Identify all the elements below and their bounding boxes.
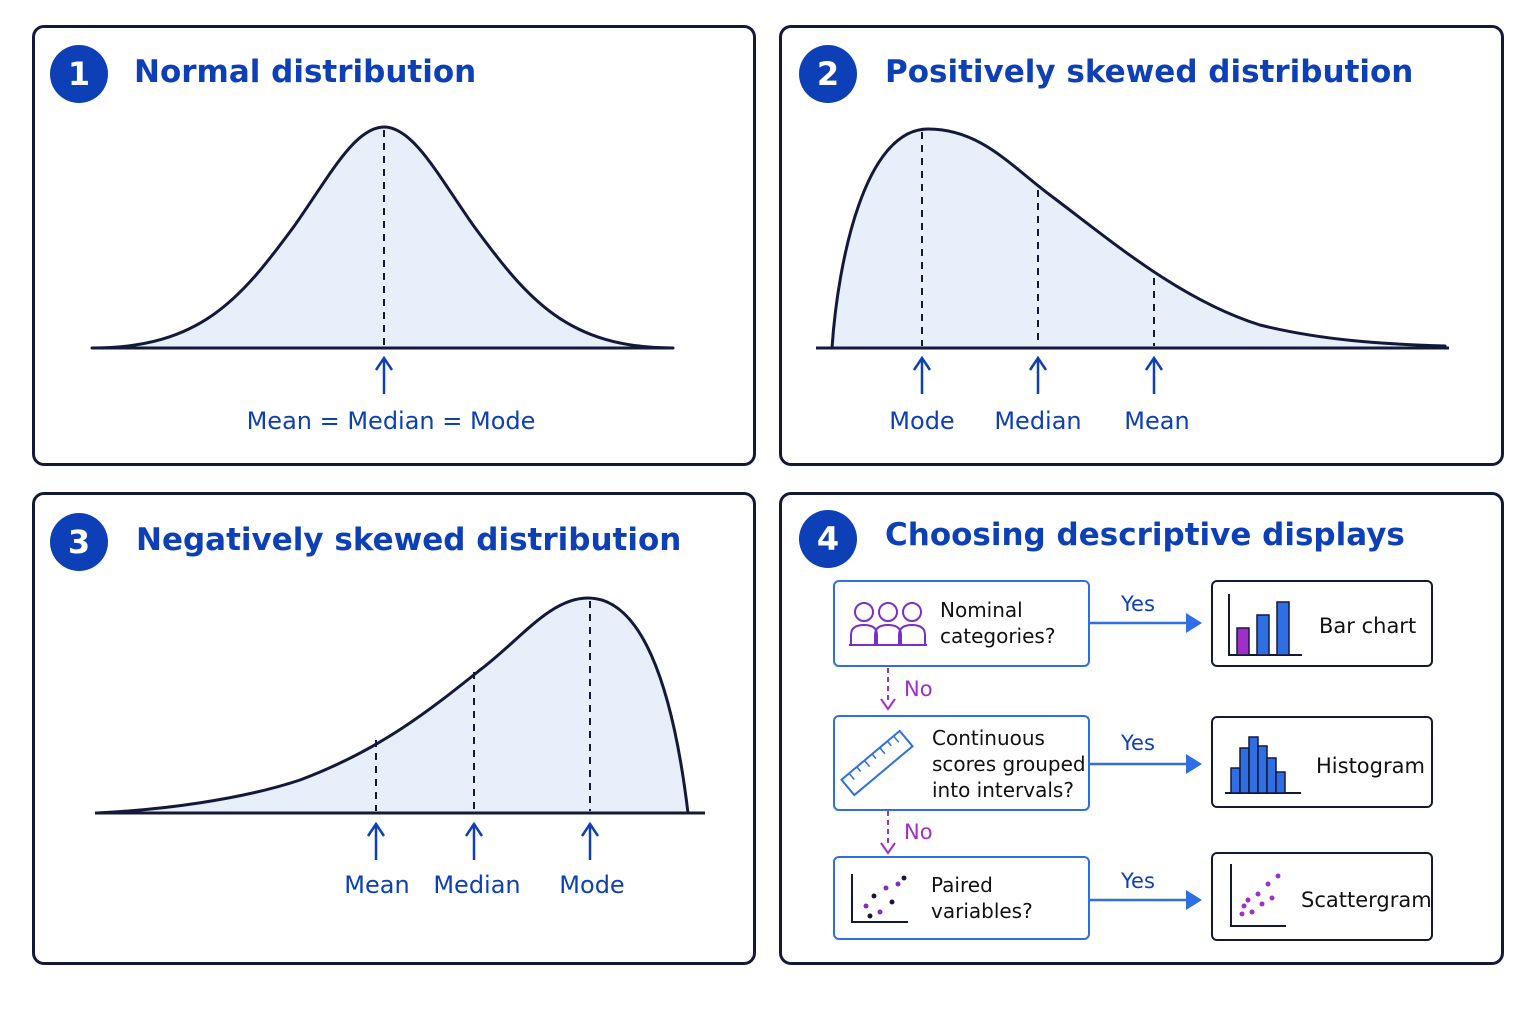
question-continuous-text: Continuous scores grouped into intervals… — [932, 726, 1086, 802]
no-label-2: No — [904, 820, 933, 844]
normal-center-label: Mean = Median = Mode — [246, 407, 536, 435]
positive-skew-group — [816, 127, 1449, 394]
panel-3-number-badge: 3 — [50, 513, 108, 571]
positive-mode-label: Mode — [889, 407, 955, 435]
negative-median-arrow — [464, 821, 484, 860]
panel-4-number-badge: 4 — [799, 510, 857, 568]
no-label-1: No — [904, 677, 933, 701]
no-arrow-2 — [880, 811, 896, 855]
question-paired-text: Paired variables? — [931, 873, 1033, 923]
question-box-nominal — [833, 580, 1090, 667]
question-nominal-text: Nominal categories? — [940, 598, 1056, 648]
panel-2-number-badge: 2 — [799, 45, 857, 103]
positive-skew-curve — [830, 127, 1447, 350]
positive-mean-arrow — [1144, 355, 1164, 394]
negative-mode-arrow — [580, 821, 600, 860]
no-arrow-1 — [880, 668, 896, 711]
panel-1-number-badge: 1 — [50, 45, 108, 103]
panel-3-title: Negatively skewed distribution — [136, 522, 682, 558]
yes-label-1: Yes — [1121, 592, 1155, 616]
negative-skew-group — [95, 596, 705, 860]
negative-skew-curve — [95, 596, 690, 815]
normal-center-arrow — [374, 355, 394, 394]
positive-mode-arrow — [912, 355, 932, 394]
positive-median-arrow — [1028, 355, 1048, 394]
negative-mean-label: Mean — [344, 871, 410, 899]
yes-label-2: Yes — [1121, 731, 1155, 755]
negative-median-label: Median — [433, 871, 521, 899]
normal-curve — [90, 125, 675, 350]
yes-arrow-1 — [1090, 613, 1202, 633]
normal-curve-group — [90, 125, 675, 394]
positive-median-label: Median — [994, 407, 1082, 435]
result-bar-chart-label: Bar chart — [1319, 614, 1417, 638]
positive-mean-label: Mean — [1124, 407, 1190, 435]
result-histogram-label: Histogram — [1316, 754, 1425, 778]
yes-arrow-3 — [1090, 890, 1202, 910]
yes-label-3: Yes — [1121, 869, 1155, 893]
flow-connectors — [880, 613, 1202, 910]
panel-2-title: Positively skewed distribution — [885, 54, 1414, 90]
negative-mode-label: Mode — [559, 871, 625, 899]
panel-4-title: Choosing descriptive displays — [885, 517, 1405, 553]
yes-arrow-2 — [1090, 754, 1202, 774]
negative-mean-arrow — [366, 821, 386, 860]
result-scattergram-label: Scattergram — [1301, 888, 1432, 912]
panel-1-title: Normal distribution — [134, 54, 477, 90]
